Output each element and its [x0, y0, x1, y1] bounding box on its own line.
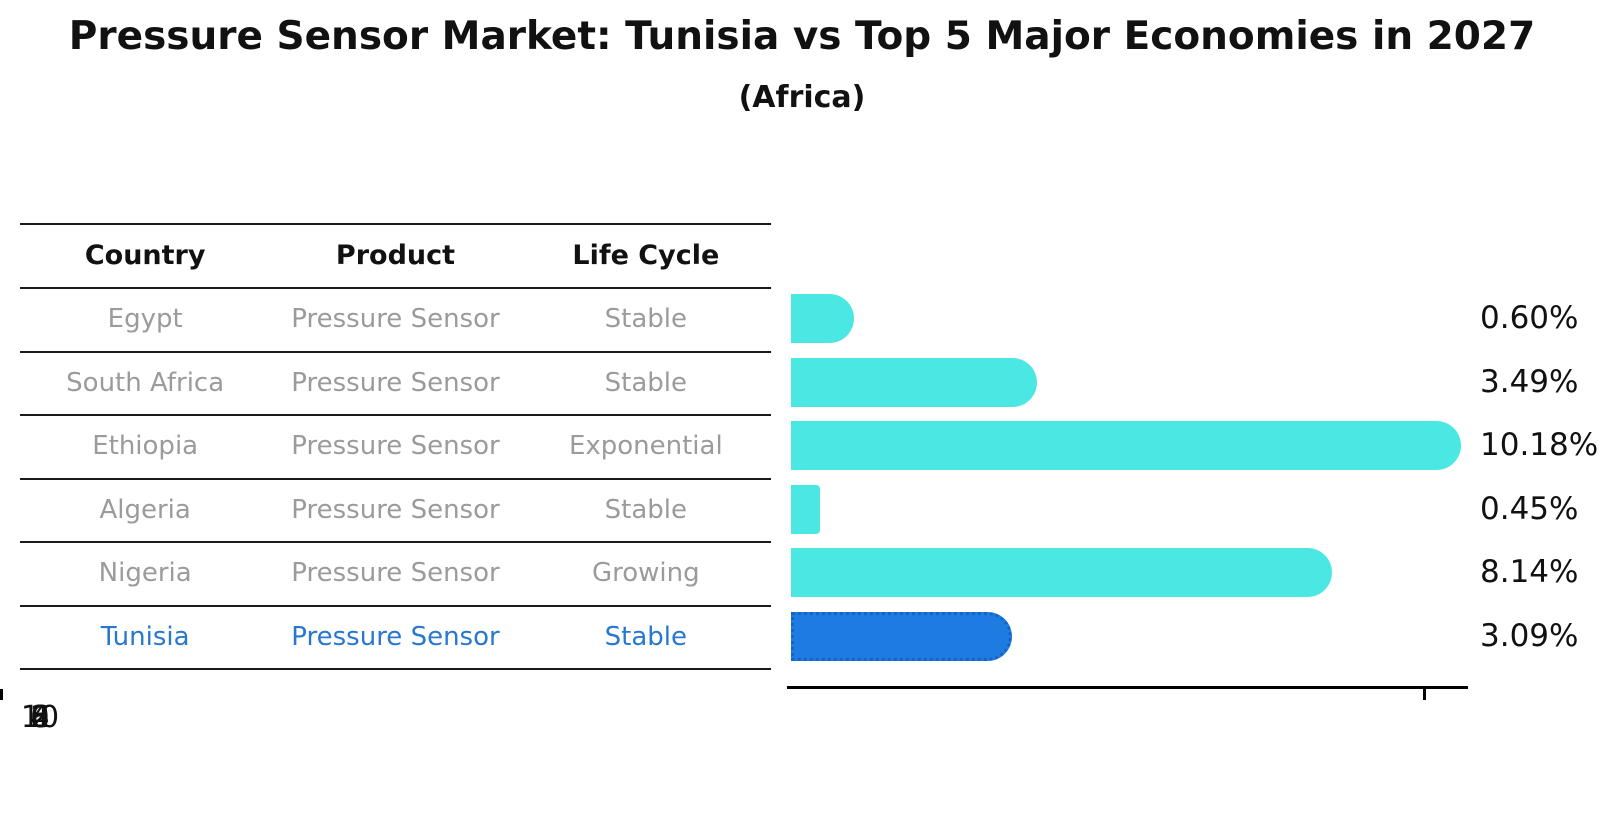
product-cell: Pressure Sensor: [291, 558, 500, 588]
table-row: Algeria Pressure Sensor Stable: [20, 480, 771, 543]
bar-row: 10.18%: [791, 414, 1604, 478]
x-axis-line: [787, 686, 1468, 689]
life-cycle-cell: Exponential: [568, 431, 723, 461]
table-header-country: Country: [84, 240, 206, 271]
value-label: 10.18%: [1480, 427, 1599, 463]
product-cell: Pressure Sensor: [291, 431, 500, 461]
x-axis-tick: [0, 689, 3, 700]
bar-row: 3.49%: [791, 351, 1604, 415]
table-header-product: Product: [335, 240, 456, 271]
life-cycle-cell: Stable: [604, 367, 687, 398]
country-cell: Egypt: [107, 304, 183, 334]
country-cell: Nigeria: [98, 558, 192, 588]
chart-subtitle: (Africa): [738, 80, 866, 115]
bar-row: 0.45%: [791, 478, 1604, 542]
country-cell: Algeria: [99, 494, 191, 525]
product-cell: Pressure Sensor: [291, 367, 500, 398]
country-table: Country Product Life Cycle Egypt Pressur…: [20, 223, 771, 670]
value-label: 0.60%: [1480, 300, 1579, 336]
bar-nigeria: [791, 548, 1333, 597]
bar-chart: 0.60% 3.49% 10.18% 0.45% 8.14% 3.09%: [791, 287, 1604, 668]
value-label: 0.45%: [1480, 490, 1579, 527]
table-header-row: Country Product Life Cycle: [20, 225, 771, 289]
bar-row: 0.60%: [791, 287, 1604, 351]
value-label: 3.09%: [1480, 617, 1579, 654]
table-row: Nigeria Pressure Sensor Growing: [20, 543, 771, 607]
x-axis-tick-label: 4: [30, 700, 50, 735]
bar-south-africa: [791, 357, 1038, 407]
table-row-tunisia: Tunisia Pressure Sensor Stable: [20, 607, 771, 670]
bar-ethiopia: [791, 421, 1462, 470]
table-header-life-cycle: Life Cycle: [572, 240, 720, 271]
x-axis-tick-label: 6: [30, 700, 50, 735]
x-axis-tick: [1423, 689, 1426, 700]
table-row: Egypt Pressure Sensor Stable: [20, 289, 771, 353]
product-cell: Pressure Sensor: [291, 621, 500, 652]
country-cell: South Africa: [66, 367, 225, 398]
bar-tunisia-highlighted: [791, 611, 1012, 661]
country-cell: Ethiopia: [92, 431, 199, 461]
value-label: 3.49%: [1480, 363, 1579, 400]
bar-row: 3.09%: [791, 605, 1604, 669]
x-axis-tick-label: 8: [30, 700, 50, 735]
life-cycle-cell: Stable: [604, 621, 687, 652]
bar-algeria: [791, 484, 820, 534]
life-cycle-cell: Growing: [591, 558, 700, 588]
product-cell: Pressure Sensor: [291, 494, 500, 525]
bar-row: 8.14%: [791, 541, 1604, 605]
bar-egypt: [791, 294, 855, 343]
value-label: 8.14%: [1480, 554, 1579, 590]
table-row: Ethiopia Pressure Sensor Exponential: [20, 416, 771, 480]
table-row: South Africa Pressure Sensor Stable: [20, 353, 771, 416]
life-cycle-cell: Stable: [604, 304, 687, 334]
x-axis-tick-label: 0: [30, 700, 50, 735]
chart-title: Pressure Sensor Market: Tunisia vs Top 5…: [68, 14, 1536, 59]
life-cycle-cell: Stable: [604, 494, 687, 525]
x-axis-tick-label: 10: [20, 700, 60, 735]
x-axis-tick-label: 2: [30, 700, 50, 735]
product-cell: Pressure Sensor: [291, 304, 500, 334]
country-cell: Tunisia: [100, 621, 190, 652]
